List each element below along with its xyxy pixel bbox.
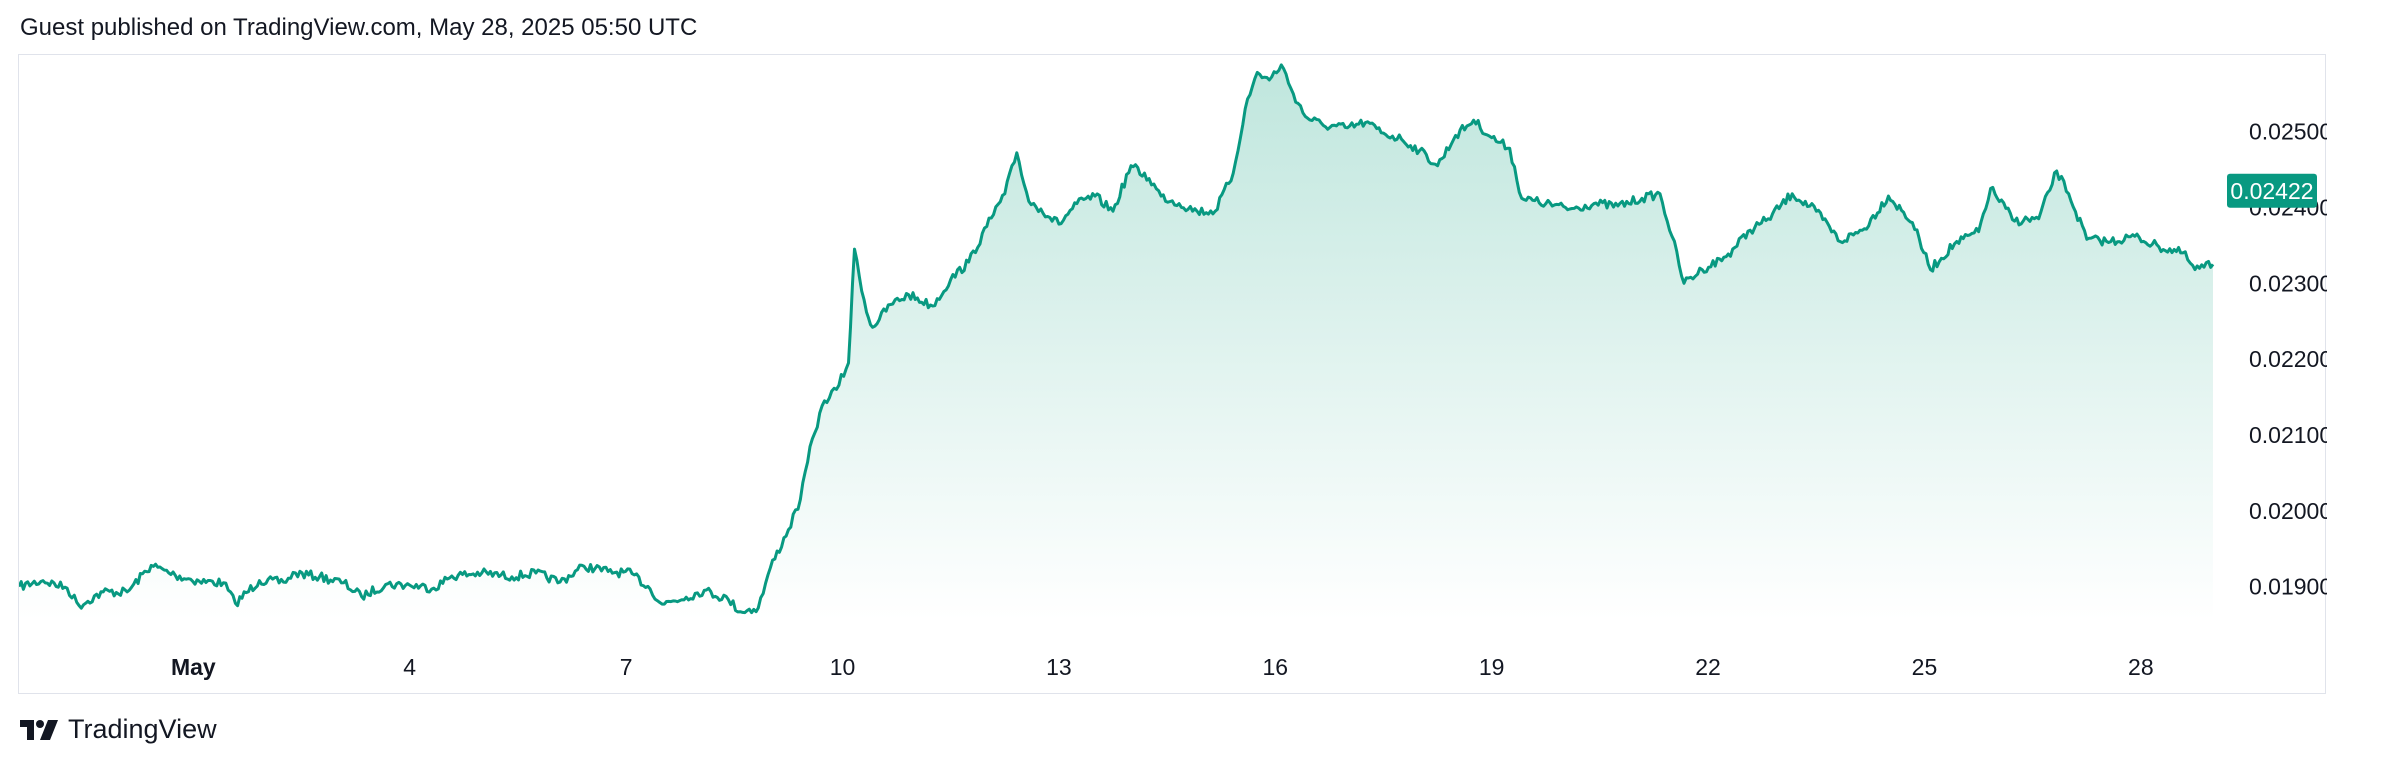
y-tick-label: 0.02500 [2249,119,2327,145]
x-tick-label: 7 [620,654,633,680]
x-tick-label: 28 [2128,654,2154,680]
last-price-badge [2227,173,2317,208]
x-tick-label: 4 [403,654,416,680]
x-tick-label: 22 [1695,654,1721,680]
x-axis: May 4 7 10 13 16 19 22 25 28 [171,654,2154,680]
x-tick-label: 25 [1912,654,1938,680]
y-tick-label: 0.02300 [2249,270,2327,296]
tradingview-logo-icon[interactable] [20,718,60,742]
price-chart[interactable]: 0.025000.024000.023000.022000.021000.020… [19,55,2327,695]
price-series-line[interactable] [19,63,2215,615]
x-tick-label: 13 [1046,654,1072,680]
y-tick-label: 0.02200 [2249,346,2327,372]
plot-area [19,63,2215,620]
x-tick-label: 16 [1262,654,1288,680]
publish-info: Guest published on TradingView.com, May … [20,14,698,41]
x-tick-label: 10 [830,654,856,680]
y-tick-label: 0.02000 [2249,498,2327,524]
footer: TradingView [20,714,217,745]
last-price-value: 0.02422 [2230,178,2313,204]
y-tick-label: 0.01900 [2249,574,2327,600]
x-tick-label: 19 [1479,654,1505,680]
price-area-fill [19,64,2213,620]
tradingview-brand[interactable]: TradingView [68,714,217,744]
chart-frame: 0.025000.024000.023000.022000.021000.020… [18,54,2327,695]
last-price-label: 0.02422 [2227,173,2317,208]
x-tick-label: May [171,654,216,680]
y-tick-label: 0.02100 [2249,422,2327,448]
